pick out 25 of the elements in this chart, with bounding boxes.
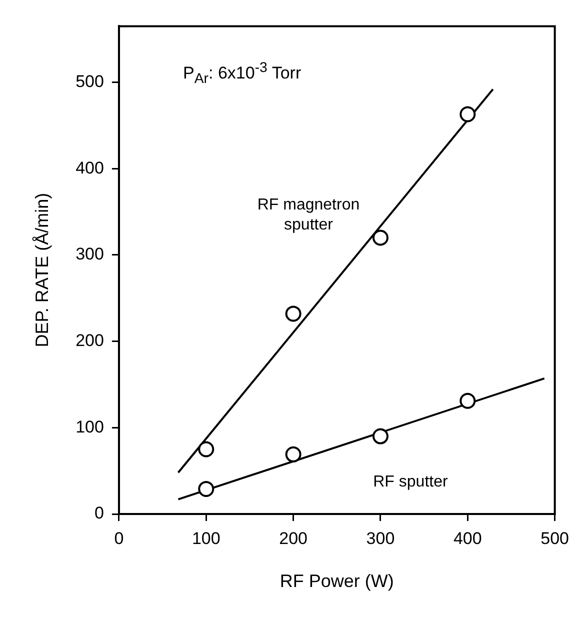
point bbox=[460, 106, 476, 122]
y-tick-label: 300 bbox=[76, 244, 104, 264]
y-tick-label: 200 bbox=[76, 331, 104, 350]
y-tick-label: 400 bbox=[76, 158, 104, 178]
series-label: RF magnetron sputter bbox=[257, 196, 360, 234]
point bbox=[198, 480, 214, 497]
x-axis-title: RF Power (W) bbox=[280, 571, 394, 592]
x-tick-label: 400 bbox=[453, 528, 482, 548]
y-tick-label: 0 bbox=[94, 504, 104, 523]
series-label: RF sputter bbox=[373, 473, 448, 490]
point bbox=[198, 441, 214, 458]
x-tick-label: 500 bbox=[540, 528, 570, 548]
x-tick-label: 0 bbox=[114, 528, 124, 548]
point bbox=[372, 230, 388, 246]
x-tick-label: 200 bbox=[279, 528, 308, 548]
point bbox=[285, 446, 302, 462]
point bbox=[372, 428, 388, 444]
point bbox=[285, 306, 302, 322]
annotation: P$_{Ar}$: 6x10$^{-3}$ Torr bbox=[183, 60, 302, 88]
point bbox=[460, 392, 476, 409]
x-tick-label: 300 bbox=[366, 528, 395, 548]
y-tick-label: 500 bbox=[76, 72, 104, 92]
y-axis-title: DEP. RATE (Å/min) bbox=[32, 192, 52, 348]
y-tick-label: 100 bbox=[76, 417, 104, 436]
x-tick-label: 100 bbox=[192, 528, 220, 548]
